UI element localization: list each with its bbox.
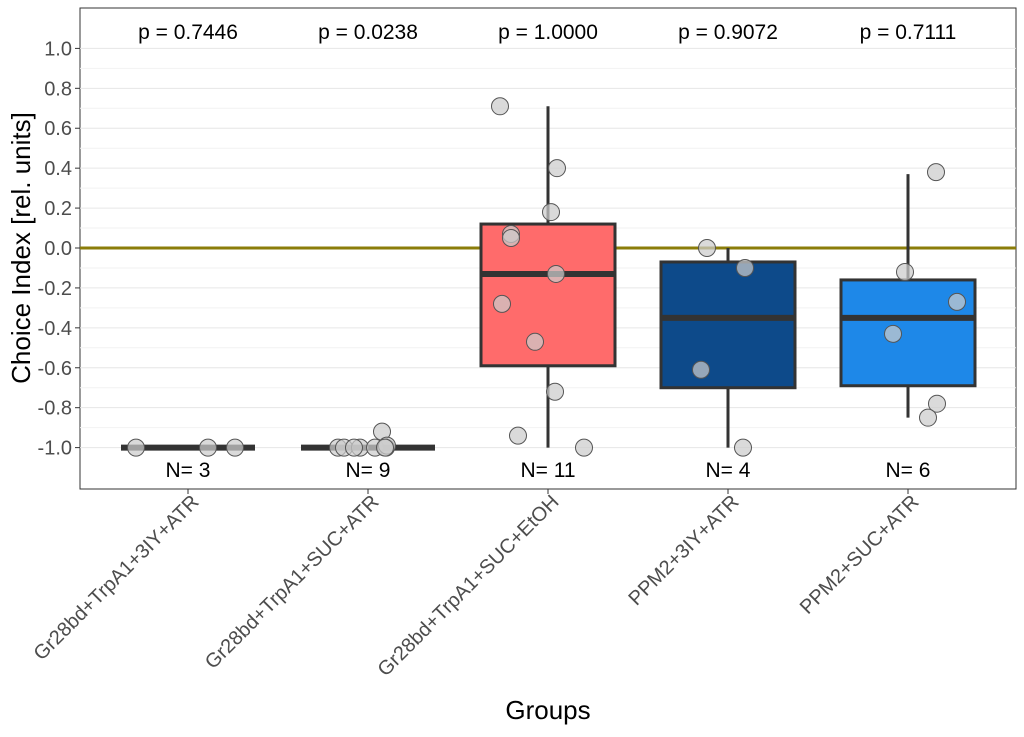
sample-size-label: N= 4 — [706, 459, 751, 482]
y-tick-label: -0.8 — [38, 398, 72, 420]
data-point — [226, 438, 244, 457]
data-point — [548, 159, 566, 178]
annotation-layer: p = 0.7446 N= 3 p = 0.0238 N= 9 p = 1.0000 N=… — [138, 21, 956, 482]
data-point — [345, 438, 363, 457]
data-point — [927, 163, 945, 182]
y-tick-label: -0.4 — [38, 318, 72, 340]
y-tick-label: -0.2 — [38, 278, 72, 300]
data-point — [502, 229, 520, 248]
sample-size-label: N= 9 — [346, 459, 391, 482]
points-layer — [127, 97, 966, 457]
p-value-label: p = 0.0238 — [318, 21, 418, 44]
data-point — [493, 294, 511, 313]
y-axis-title: Choice Index [rel. units] — [6, 112, 36, 384]
data-point — [884, 324, 902, 343]
data-point — [948, 292, 966, 311]
y-tick-label: 0.6 — [44, 118, 72, 140]
data-point — [692, 360, 710, 379]
y-tick-label: 0.2 — [44, 198, 72, 220]
data-point — [547, 264, 565, 283]
y-tick-label: -0.6 — [38, 358, 72, 380]
x-tick-label: Gr28bd+TrpA1+SUC+EtOH — [374, 491, 564, 681]
data-point — [376, 438, 394, 457]
data-point — [896, 262, 914, 281]
y-tick-label: 0.0 — [44, 238, 72, 260]
sample-size-label: N= 11 — [520, 459, 575, 482]
p-value-label: p = 0.7111 — [860, 21, 957, 44]
x-tick-label: Gr28bd+TrpA1+3IY+ATR — [30, 491, 204, 665]
data-point — [199, 438, 217, 457]
data-point — [698, 239, 716, 257]
y-tick-label: 0.4 — [44, 158, 72, 180]
box-body — [659, 260, 797, 390]
data-point — [542, 203, 560, 222]
p-value-label: p = 0.9072 — [678, 21, 778, 44]
data-point — [491, 97, 509, 116]
data-point — [509, 426, 527, 445]
data-point — [919, 408, 937, 427]
box-body — [479, 222, 617, 368]
x-tick-label: Gr28bd+TrpA1+SUC+ATR — [201, 491, 384, 674]
data-point — [736, 258, 754, 277]
x-axis-title: Groups — [505, 695, 590, 725]
x-tick-label: PPM2+3IY+ATR — [624, 491, 743, 610]
y-tick-label: 1.0 — [44, 38, 72, 60]
data-point — [734, 438, 752, 457]
p-value-label: p = 1.0000 — [498, 21, 598, 44]
data-point — [928, 394, 946, 413]
y-tick-label: 0.8 — [44, 78, 72, 100]
sample-size-label: N= 3 — [166, 459, 211, 482]
sample-size-label: N= 6 — [886, 459, 931, 482]
x-tick-label: PPM2+SUC+ATR — [796, 491, 924, 619]
y-tick-label: -1.0 — [38, 438, 72, 460]
data-point — [526, 332, 544, 351]
p-value-label: p = 0.7446 — [138, 21, 238, 44]
data-point — [575, 438, 593, 457]
data-point — [546, 382, 564, 401]
data-point — [127, 438, 145, 457]
